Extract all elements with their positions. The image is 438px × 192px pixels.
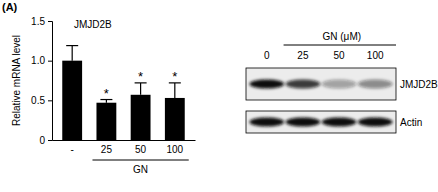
y-tick: 0 xyxy=(39,135,52,146)
y-tick-label: 0 xyxy=(39,135,45,146)
error-bar xyxy=(135,83,147,95)
y-tick-label: 1.5 xyxy=(31,16,45,27)
y-tick-mark xyxy=(48,140,52,141)
bar xyxy=(165,98,185,140)
error-bar xyxy=(169,83,181,98)
y-tick: 1.5 xyxy=(31,16,52,27)
group-line xyxy=(92,160,188,161)
bar xyxy=(131,95,151,140)
blot-panel xyxy=(246,111,396,133)
blot-title: GN (μM) xyxy=(323,31,362,42)
error-bar-cap xyxy=(66,45,78,46)
panel-label: (A) xyxy=(2,1,18,13)
y-tick: 0.5 xyxy=(31,95,52,106)
y-axis-line xyxy=(48,22,53,141)
x-tick-label: 25 xyxy=(101,144,113,155)
error-bar xyxy=(66,46,78,61)
x-tick: - xyxy=(71,144,74,155)
band xyxy=(249,118,284,127)
error-bar-stem xyxy=(140,83,141,95)
x-axis-title: GN xyxy=(133,164,148,175)
blot-panel xyxy=(246,68,396,100)
bar xyxy=(96,103,116,140)
band xyxy=(358,80,393,89)
annotation: * xyxy=(172,69,177,84)
y-tick-label: 0.5 xyxy=(31,95,45,106)
annotation: * xyxy=(138,69,143,84)
row-label: JMJD2B xyxy=(400,79,438,90)
band xyxy=(286,80,321,89)
x-tick-label: - xyxy=(71,144,74,155)
band xyxy=(358,118,393,127)
row-label: Actin xyxy=(400,117,422,128)
lane-label: 0 xyxy=(264,50,270,61)
x-tick: 50 xyxy=(135,144,147,155)
y-tick-label: 1.0 xyxy=(31,55,45,66)
x-tick-label: 50 xyxy=(135,144,147,155)
annotation: * xyxy=(104,86,109,101)
lane-label: 25 xyxy=(297,50,309,61)
figure: (A) 0 0.5 1.0 1.5 - 25 50 100 Relative mRNA level… xyxy=(0,0,438,192)
y-tick-mark xyxy=(48,21,52,22)
y-axis: 0 0.5 1.0 1.5 xyxy=(31,16,52,146)
lane-label: 100 xyxy=(367,50,384,61)
chart-title: JMJD2B xyxy=(74,19,112,30)
x-tick-label: 100 xyxy=(166,144,183,155)
band xyxy=(249,80,284,89)
x-tick: 100 xyxy=(166,144,183,155)
y-tick: 1.0 xyxy=(31,55,52,66)
y-tick-mark xyxy=(48,61,52,62)
x-axis-line xyxy=(53,140,196,141)
y-axis-title: Relative mRNA level xyxy=(11,35,22,126)
y-tick-mark xyxy=(48,100,52,101)
error-bar-stem xyxy=(72,46,73,61)
bar xyxy=(62,61,82,140)
lane-label: 50 xyxy=(334,50,346,61)
band xyxy=(286,118,321,127)
error-bar-stem xyxy=(174,83,175,98)
blot-title-line xyxy=(284,45,396,46)
x-axis: - 25 50 100 xyxy=(53,141,196,156)
plot-marks xyxy=(62,46,184,140)
band xyxy=(322,118,357,127)
x-tick: 25 xyxy=(101,144,113,155)
band xyxy=(322,80,357,89)
